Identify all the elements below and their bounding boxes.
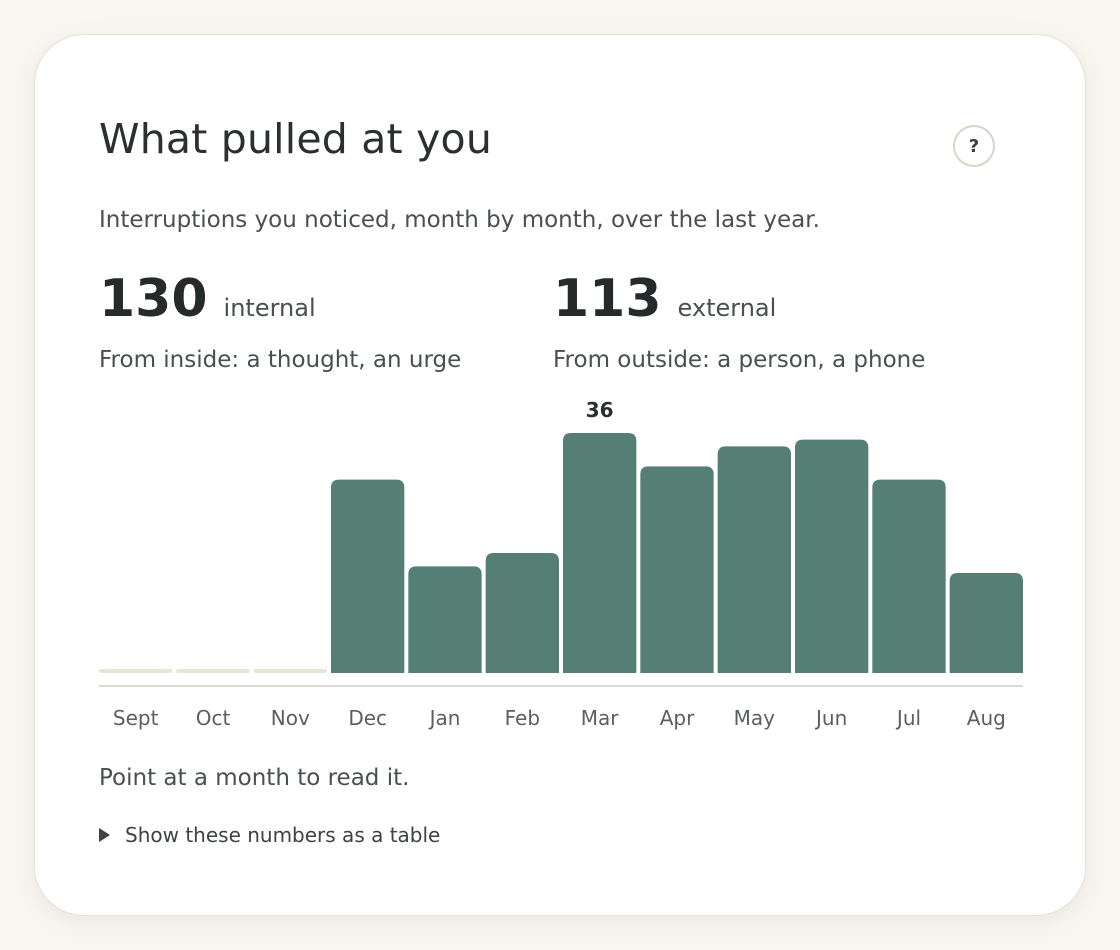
bar-apr[interactable] [640, 466, 714, 673]
bar-nov[interactable] [253, 669, 327, 673]
help-button[interactable]: ? [953, 125, 995, 167]
show-table-toggle[interactable]: Show these numbers as a table [99, 823, 440, 847]
internal-unit: internal [223, 294, 316, 322]
x-tick-label-may: May [734, 706, 776, 730]
bar-aug[interactable] [949, 573, 1023, 673]
bar-dec[interactable] [331, 479, 405, 673]
x-tick-label-jun: Jun [814, 706, 847, 730]
internal-stat: 130 internal From inside: a thought, an … [99, 273, 461, 373]
x-tick-label-jan: Jan [428, 706, 461, 730]
x-tick-label-jul: Jul [895, 706, 921, 730]
chart-hint: Point at a month to read it. [99, 765, 410, 791]
bar-may[interactable] [717, 446, 791, 673]
bar-sept[interactable] [99, 669, 173, 673]
x-tick-label-mar: Mar [581, 706, 620, 730]
help-icon: ? [968, 135, 980, 157]
monthly-bar-chart: Sept Oct Nov Dec Jan Feb Mar Apr May Jun Jul Aug 36 [99, 398, 1023, 730]
data-label-mar: 36 [586, 398, 614, 422]
x-tick-label-dec: Dec [348, 706, 387, 730]
x-tick-label-sept: Sept [113, 706, 159, 730]
x-tick-label-nov: Nov [271, 706, 310, 730]
bar-mar[interactable] [563, 433, 637, 673]
bar-oct[interactable] [176, 669, 250, 673]
x-tick-label-feb: Feb [505, 706, 540, 730]
internal-count: 130 [99, 269, 208, 329]
chart-card: What pulled at you ? Interruptions you n… [34, 34, 1086, 916]
bar-jan[interactable] [408, 566, 482, 673]
show-table-label: Show these numbers as a table [125, 823, 441, 847]
card-title: What pulled at you [99, 115, 492, 163]
external-description: From outside: a person, a phone [553, 347, 926, 373]
internal-description: From inside: a thought, an urge [99, 347, 462, 373]
bar-feb[interactable] [485, 553, 559, 673]
bar-jul[interactable] [872, 479, 946, 673]
external-stat: 113 external From outside: a person, a p… [553, 273, 925, 373]
disclosure-triangle-icon [99, 828, 110, 842]
bar-jun[interactable] [795, 439, 869, 673]
external-unit: external [677, 294, 777, 322]
x-tick-label-oct: Oct [196, 706, 231, 730]
x-tick-label-apr: Apr [660, 706, 695, 730]
card-subtitle: Interruptions you noticed, month by mont… [99, 207, 820, 233]
x-tick-label-aug: Aug [967, 706, 1006, 730]
external-count: 113 [553, 269, 662, 329]
